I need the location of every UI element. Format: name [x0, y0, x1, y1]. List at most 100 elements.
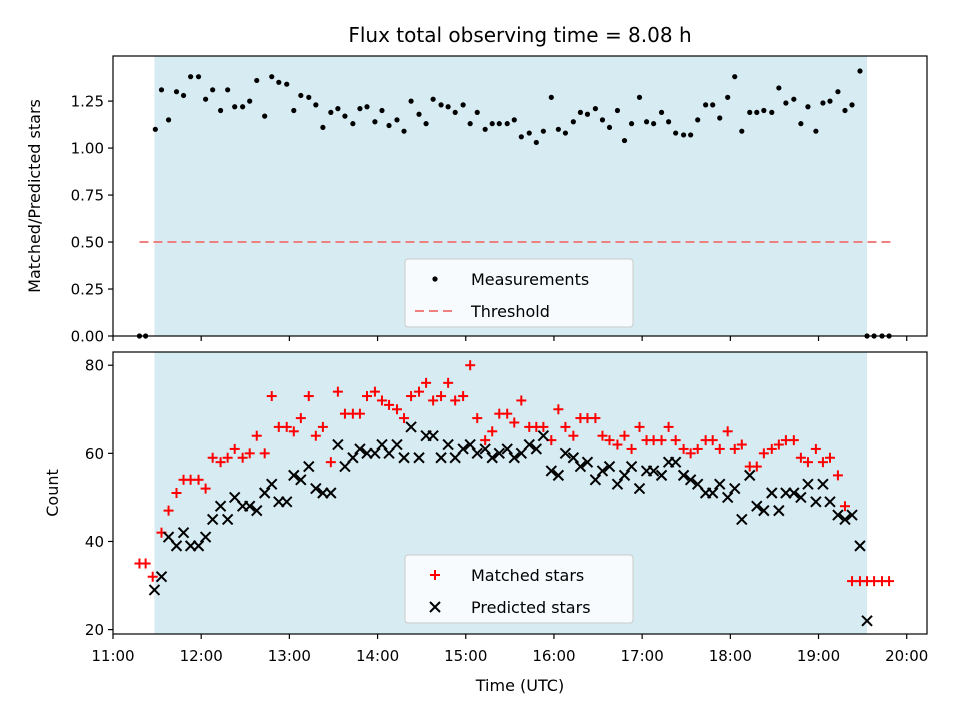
- predicted-star-point: [310, 482, 322, 495]
- matched-star-point: [626, 443, 637, 454]
- bottom-x-tick-label: 12:00: [180, 647, 223, 665]
- matched-star-point: [266, 391, 277, 402]
- matched-star-point: [758, 448, 769, 459]
- measurement-point: [518, 134, 524, 140]
- matched-star-point: [516, 395, 527, 406]
- bottom-x-tick-label: 15:00: [444, 647, 487, 665]
- measurement-point: [291, 107, 297, 114]
- bottom-x-tick-label: 14:00: [356, 647, 399, 665]
- matched-star-point: [560, 421, 571, 432]
- predicted-x-b: [310, 482, 322, 495]
- predicted-x-b: [508, 452, 520, 464]
- predicted-star-point: [457, 443, 469, 455]
- matched-star-point: [538, 421, 549, 432]
- matched-star-point: [553, 404, 564, 415]
- predicted-star-point: [625, 460, 638, 473]
- matched-star-point: [200, 483, 211, 494]
- matched-star-point: [295, 413, 306, 424]
- bottom-y-axis-label: Count: [43, 469, 62, 517]
- predicted-x-b: [206, 513, 219, 526]
- measurement-point: [577, 109, 584, 115]
- top-y-tick-label: 0.75: [71, 187, 104, 205]
- predicted-star-point: [810, 496, 822, 508]
- predicted-star-point: [523, 438, 535, 451]
- bottom-x-tick-label: 17:00: [621, 647, 664, 665]
- predicted-x-b: [449, 452, 461, 464]
- predicted-x-b: [691, 478, 704, 490]
- predicted-star-point: [758, 504, 770, 517]
- predicted-star-point: [574, 460, 587, 473]
- matched-star-point: [251, 430, 262, 441]
- predicted-star-point: [347, 452, 359, 464]
- predicted-x-b: [854, 540, 866, 552]
- predicted-star-point: [647, 465, 660, 477]
- top-legend-entry: Threshold: [415, 302, 550, 321]
- measurement-point: [173, 89, 180, 95]
- predicted-star-point: [751, 500, 763, 512]
- predicted-x-b: [596, 465, 609, 477]
- predicted-x-b: [405, 421, 417, 433]
- measurement-point: [592, 106, 599, 112]
- measurement-point: [798, 121, 804, 127]
- measurement-point: [165, 117, 172, 123]
- predicted-star-point: [567, 452, 580, 464]
- top-y-tick-label: 1.00: [71, 140, 104, 158]
- predicted-x-b: [810, 496, 822, 508]
- predicted-x-b: [802, 478, 814, 490]
- predicted-star-point: [824, 496, 836, 508]
- measurement-point: [643, 119, 650, 125]
- matched-star-point: [140, 558, 151, 569]
- predicted-star-point: [148, 584, 161, 596]
- top-legend-label: Measurements: [471, 270, 589, 289]
- matched-star-point: [376, 395, 387, 406]
- measurement-point: [827, 98, 833, 104]
- matched-star-point: [193, 474, 204, 485]
- matched-star-point: [817, 457, 828, 468]
- predicted-star-point: [714, 478, 726, 490]
- matched-star-point: [751, 461, 762, 472]
- matched-star-point: [597, 430, 608, 441]
- measurement-point: [761, 107, 767, 114]
- predicted-x-b: [339, 460, 351, 473]
- matched-star-point: [450, 395, 461, 406]
- measurement-point: [328, 109, 334, 115]
- matched-star-point: [406, 391, 417, 402]
- predicted-x-b: [744, 469, 756, 482]
- predicted-star-point: [449, 452, 461, 464]
- matched-star-point: [810, 443, 821, 454]
- predicted-x-b: [501, 443, 513, 455]
- predicted-star-point: [846, 509, 858, 521]
- predicted-x-b: [647, 465, 660, 477]
- top-y-tick-label: 0.00: [71, 328, 104, 346]
- predicted-x-b: [788, 487, 800, 499]
- predicted-star-point: [854, 540, 866, 552]
- bottom-panel: 20 40 60 80 11:00 12:00 13:00 14:00 15:00 16:00 17…: [43, 351, 928, 695]
- predicted-star-point: [773, 504, 785, 517]
- predicted-star-point: [802, 478, 814, 490]
- predicted-star-point: [736, 513, 748, 526]
- predicted-x-b: [479, 443, 491, 455]
- predicted-x-b: [221, 513, 234, 526]
- predicted-star-point: [839, 513, 851, 526]
- measurement-point: [621, 137, 628, 144]
- predicted-star-point: [243, 500, 256, 512]
- top-axes-frame: [112, 55, 928, 337]
- predicted-star-point: [214, 500, 227, 512]
- predicted-star-point: [691, 478, 704, 490]
- predicted-star-point: [684, 474, 697, 486]
- matched-star-point: [707, 435, 718, 446]
- matched-star-point: [509, 417, 520, 428]
- predicted-star-point: [677, 469, 690, 482]
- predicted-star-point: [721, 491, 734, 504]
- predicted-star-point: [228, 491, 241, 504]
- measurement-point: [284, 81, 290, 87]
- measurement-point: [269, 74, 275, 80]
- predicted-x-b: [714, 478, 726, 490]
- bottom-legend-box: [404, 554, 634, 624]
- predicted-x-b: [567, 452, 580, 464]
- predicted-x-b: [677, 469, 690, 482]
- measurement-point: [636, 94, 643, 100]
- predicted-star-point: [669, 456, 682, 468]
- predicted-star-point: [729, 482, 741, 495]
- measurement-point: [606, 124, 613, 131]
